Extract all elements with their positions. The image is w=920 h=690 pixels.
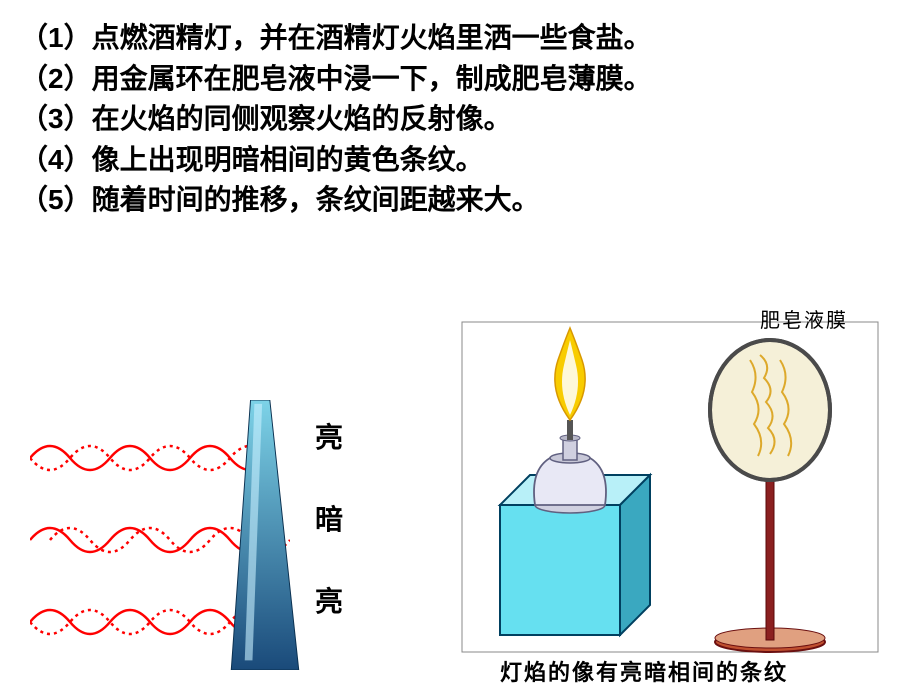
step-1: （1）点燃酒精灯，并在酒精灯火焰里洒一些食盐。 xyxy=(20,18,652,59)
step-3: （3）在火焰的同侧观察火焰的反射像。 xyxy=(20,99,652,140)
apparatus-caption: 灯焰的像有亮暗相间的条纹 xyxy=(500,655,788,687)
wave-label-1: 亮 xyxy=(315,416,343,456)
alcohol-lamp xyxy=(534,328,606,513)
soap-film-label: 肥皂液膜 xyxy=(760,304,848,333)
step-4: （4）像上出现明暗相间的黄色条纹。 xyxy=(20,140,652,181)
soap-film-stand xyxy=(710,340,830,652)
step-5: （5）随着时间的推移，条纹间距越来大。 xyxy=(20,180,652,221)
steps-list: （1）点燃酒精灯，并在酒精灯火焰里洒一些食盐。 （2）用金属环在肥皂液中浸一下，… xyxy=(20,18,652,221)
wedge-diagram xyxy=(230,400,300,670)
step-2: （2）用金属环在肥皂液中浸一下，制成肥皂薄膜。 xyxy=(20,59,652,100)
wave-label-3: 亮 xyxy=(315,580,343,620)
apparatus-diagram xyxy=(460,320,880,680)
wave-label-2: 暗 xyxy=(315,498,343,538)
